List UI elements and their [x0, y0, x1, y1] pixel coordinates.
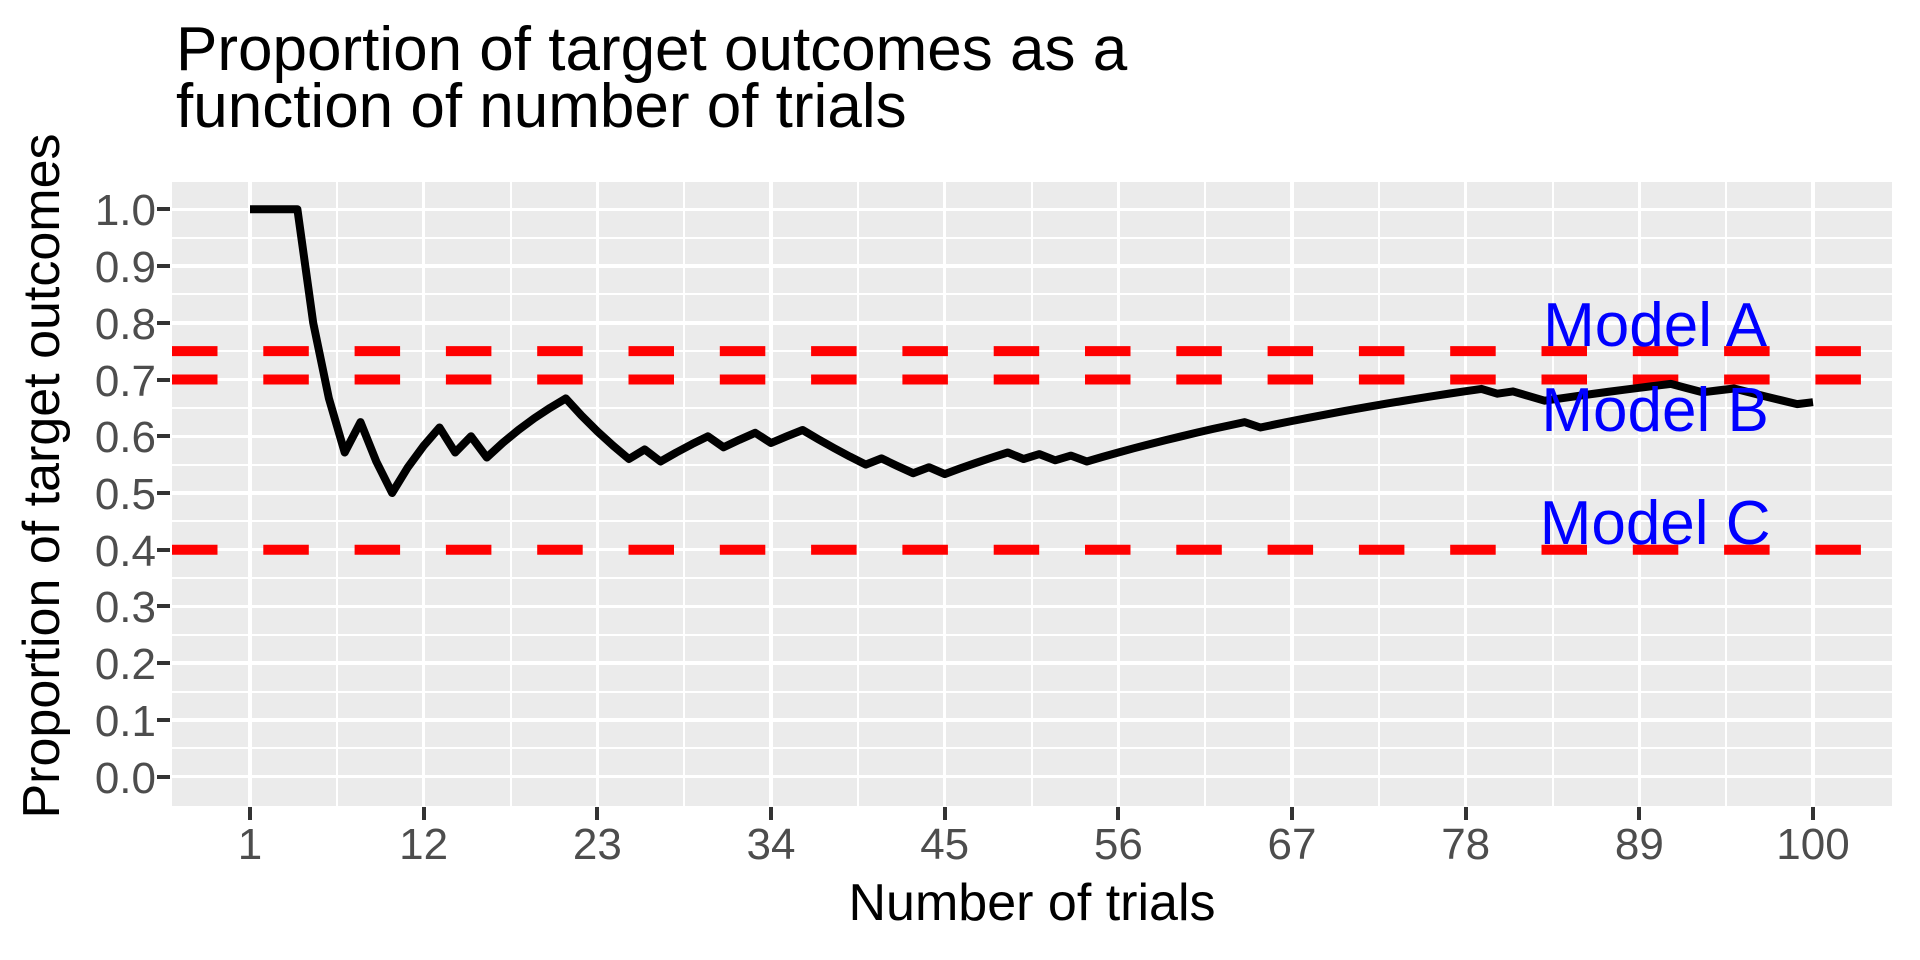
major-gridline-y	[172, 661, 1892, 665]
major-gridline-y	[172, 321, 1892, 325]
y-tick-mark	[157, 377, 170, 382]
major-gridline-x	[942, 182, 947, 806]
y-tick-label: 0.2	[94, 640, 156, 690]
y-tick-mark	[157, 207, 170, 212]
y-tick-mark	[157, 604, 170, 609]
x-tick-label: 23	[572, 820, 622, 869]
major-gridline-y	[172, 264, 1892, 268]
major-gridline-x	[1463, 182, 1468, 806]
y-tick-label: 0.3	[94, 583, 156, 633]
plot-title-line-1: Proportion of target outcomes as a	[176, 15, 1128, 84]
major-gridline-y	[172, 434, 1892, 438]
x-tick-mark	[769, 807, 773, 820]
x-tick-mark	[1116, 807, 1121, 820]
major-gridline-x	[421, 182, 426, 806]
x-tick-mark	[595, 807, 600, 820]
x-axis-title: Number of trials	[848, 874, 1216, 932]
x-tick-mark	[1811, 807, 1815, 820]
annotation-label-model-c: Model C	[1539, 489, 1771, 559]
major-gridline-x	[1116, 182, 1121, 806]
x-tick-label: 89	[1614, 820, 1664, 869]
y-tick-label: 0.5	[94, 470, 156, 519]
x-tick-label: 12	[399, 820, 449, 869]
y-tick-label: 0.9	[94, 243, 156, 293]
x-tick-label: 100	[1776, 820, 1850, 869]
annotation-label-model-a: Model A	[1543, 290, 1768, 360]
y-tick-mark	[157, 717, 170, 722]
x-tick-mark	[1463, 807, 1468, 820]
y-tick-mark	[157, 434, 170, 439]
major-gridline-y	[172, 207, 1892, 212]
series-svg	[172, 205, 1892, 555]
major-gridline-y	[172, 718, 1892, 722]
series-line-cumulative-proportion-of-target-outcomes	[250, 205, 1814, 497]
x-tick-mark	[942, 807, 947, 820]
y-tick-mark	[157, 774, 170, 779]
plot-title: Proportion of target outcomes as a funct…	[176, 15, 1128, 141]
major-gridline-y	[172, 774, 1892, 779]
major-gridline-x	[1811, 182, 1815, 806]
major-gridline-x	[1637, 182, 1642, 806]
x-tick-label: 67	[1267, 820, 1317, 869]
x-tick-label: 34	[746, 820, 796, 869]
y-axis-title: Proportion of target outcomes	[13, 133, 71, 819]
x-tick-label: 56	[1093, 820, 1143, 869]
major-gridline-x	[769, 182, 773, 806]
y-tick-label: 0.8	[94, 299, 156, 349]
x-tick-label: 45	[920, 820, 970, 869]
chart-panel	[172, 182, 1892, 806]
y-tick-mark	[157, 320, 170, 325]
y-tick-label: 0.7	[94, 356, 156, 406]
y-tick-mark	[157, 661, 170, 666]
x-tick-mark	[248, 807, 252, 820]
major-gridline-x	[248, 182, 252, 806]
y-tick-label: 0.0	[94, 753, 156, 803]
x-tick-mark	[1290, 807, 1294, 820]
y-tick-mark	[157, 547, 170, 552]
x-tick-mark	[1637, 807, 1642, 820]
x-tick-mark	[421, 807, 426, 820]
major-gridline-y	[172, 491, 1892, 495]
y-tick-label: 0.4	[94, 526, 156, 576]
y-tick-label: 0.6	[94, 413, 156, 463]
major-gridline-x	[1290, 182, 1294, 806]
y-tick-label: 1.0	[94, 186, 156, 236]
plot-title-line-2: function of number of trials	[176, 71, 907, 141]
y-tick-mark	[157, 264, 170, 269]
x-tick-label: 78	[1441, 820, 1491, 869]
y-tick-label: 0.1	[94, 696, 156, 746]
y-tick-mark	[157, 491, 170, 495]
x-tick-label: 1	[237, 820, 263, 869]
major-gridline-y	[172, 604, 1892, 609]
annotation-label-model-b: Model B	[1541, 375, 1769, 445]
major-gridline-x	[595, 182, 600, 806]
